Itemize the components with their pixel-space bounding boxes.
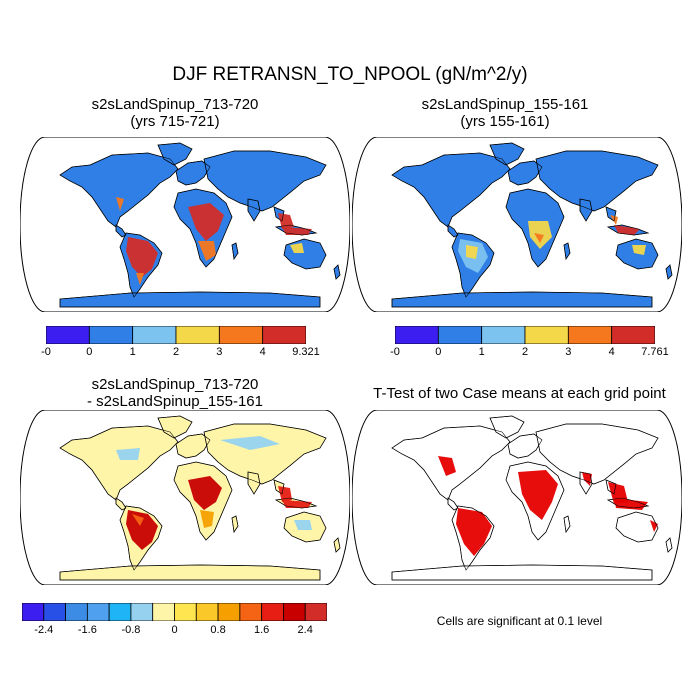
map-ttest bbox=[352, 410, 682, 585]
colorbar-tick-label: 1 bbox=[478, 346, 485, 358]
data-patch bbox=[466, 245, 478, 259]
colorbar-swatch bbox=[46, 326, 90, 344]
colorbar-swatch bbox=[261, 603, 284, 621]
colorbar-tick-label: 2 bbox=[521, 346, 529, 358]
panel-title-case1: s2sLandSpinup_713-720 (yrs 715-721) bbox=[91, 96, 259, 130]
colorbar-swatch bbox=[481, 326, 526, 344]
significance-note: Cells are significant at 0.1 level bbox=[436, 614, 603, 628]
colorbar-tick-label: 1.6 bbox=[253, 624, 270, 636]
colorbar-tick-label: 7.761 bbox=[641, 346, 669, 358]
data-patch bbox=[126, 237, 158, 277]
data-patch bbox=[534, 233, 544, 243]
data-patch bbox=[198, 241, 216, 261]
data-patch bbox=[132, 514, 144, 526]
colorbar-tick-label: 4 bbox=[608, 346, 615, 358]
colorbar-labels-case2: -0 0 1 2 3 4 7.761 bbox=[390, 346, 669, 360]
data-patch bbox=[188, 476, 222, 510]
colorbar-swatch bbox=[524, 326, 569, 344]
colorbar-tick-label: -1.6 bbox=[77, 624, 97, 636]
figure-title: DJF RETRANSN_TO_NPOOL (gN/m^2/y) bbox=[172, 64, 528, 85]
colorbar-swatch bbox=[262, 326, 306, 344]
data-patch bbox=[282, 227, 312, 235]
data-patch bbox=[438, 456, 456, 476]
colorbar-swatch bbox=[43, 603, 66, 621]
colorbar-swatch bbox=[130, 603, 154, 621]
colorbar-swatch bbox=[283, 603, 306, 621]
colorbar-swatch bbox=[88, 326, 134, 344]
map-case1 bbox=[20, 137, 350, 312]
colorbar-swatch bbox=[132, 326, 177, 344]
colorbar-tick-label: -2.4 bbox=[34, 624, 54, 636]
colorbar-swatch bbox=[239, 603, 263, 621]
colorbar-tick-label: 1 bbox=[129, 346, 136, 358]
data-patch bbox=[518, 470, 558, 520]
colorbar-swatch bbox=[86, 603, 110, 621]
map-border bbox=[352, 137, 682, 312]
colorbar-swatch bbox=[152, 603, 175, 621]
data-patch bbox=[290, 243, 304, 253]
panel-title-case2: s2sLandSpinup_155-161 (yrs 155-161) bbox=[421, 96, 589, 130]
colorbar-tick-label: 0 bbox=[171, 624, 178, 636]
map-case2 bbox=[352, 137, 682, 312]
data-patch bbox=[632, 245, 646, 255]
data-patch bbox=[220, 436, 280, 450]
colorbar-tick-label: 0 bbox=[435, 346, 442, 358]
colorbar-swatch bbox=[65, 603, 88, 621]
colorbar-tick-label: 9.321 bbox=[292, 346, 320, 358]
data-patch bbox=[456, 508, 492, 556]
colorbar-tick-label: 4 bbox=[259, 346, 266, 358]
data-patch bbox=[116, 197, 124, 211]
colorbar-tick-label: -0 bbox=[390, 346, 400, 358]
colorbar-swatch bbox=[304, 603, 327, 621]
data-patch bbox=[294, 520, 312, 530]
colorbar-tick-label: -0 bbox=[41, 346, 51, 358]
colorbar-case1 bbox=[46, 326, 306, 344]
colorbar-tick-label: 3 bbox=[216, 346, 223, 358]
data-patch bbox=[650, 520, 658, 532]
colorbar-tick-label: 3 bbox=[565, 346, 572, 358]
colorbar-tick-label: -0.8 bbox=[121, 624, 141, 636]
colorbar-swatch bbox=[218, 326, 264, 344]
colorbar-swatch bbox=[437, 326, 483, 344]
colorbar-case2 bbox=[395, 326, 655, 344]
colorbar-diff bbox=[22, 603, 327, 621]
colorbar-swatch bbox=[22, 603, 45, 621]
panel-title-diff: s2sLandSpinup_713-720 - s2sLandSpinup_15… bbox=[87, 376, 263, 410]
colorbar-labels-diff: -2.4 -1.6 -0.8 0 0.8 1.6 2.4 bbox=[22, 624, 327, 638]
colorbar-swatch bbox=[217, 603, 241, 621]
colorbar-tick-label: 2 bbox=[172, 346, 180, 358]
data-patch bbox=[116, 448, 140, 460]
colorbar-tick-label: 0 bbox=[86, 346, 93, 358]
colorbar-swatch bbox=[611, 326, 655, 344]
colorbar-swatch bbox=[174, 603, 197, 621]
map-border bbox=[20, 410, 350, 585]
colorbar-tick-label: 0.8 bbox=[210, 624, 226, 636]
data-patch bbox=[136, 273, 144, 285]
data-patch bbox=[282, 500, 312, 508]
colorbar-labels-case1: -0 0 1 2 3 4 9.321 bbox=[41, 346, 320, 360]
colorbar-swatch bbox=[175, 326, 220, 344]
colorbar-swatch bbox=[567, 326, 613, 344]
map-diff bbox=[20, 410, 350, 585]
colorbar-swatch bbox=[108, 603, 132, 621]
colorbar-tick-label: 2.4 bbox=[297, 624, 313, 636]
panel-title-ttest: T-Test of two Case means at each grid po… bbox=[373, 385, 666, 402]
colorbar-swatch bbox=[195, 603, 219, 621]
data-patch bbox=[126, 510, 158, 550]
data-patch bbox=[614, 225, 640, 235]
colorbar-swatch bbox=[395, 326, 439, 344]
data-patch bbox=[188, 203, 224, 241]
data-patch bbox=[200, 510, 214, 528]
map-border bbox=[352, 410, 682, 585]
map-border bbox=[20, 137, 350, 312]
